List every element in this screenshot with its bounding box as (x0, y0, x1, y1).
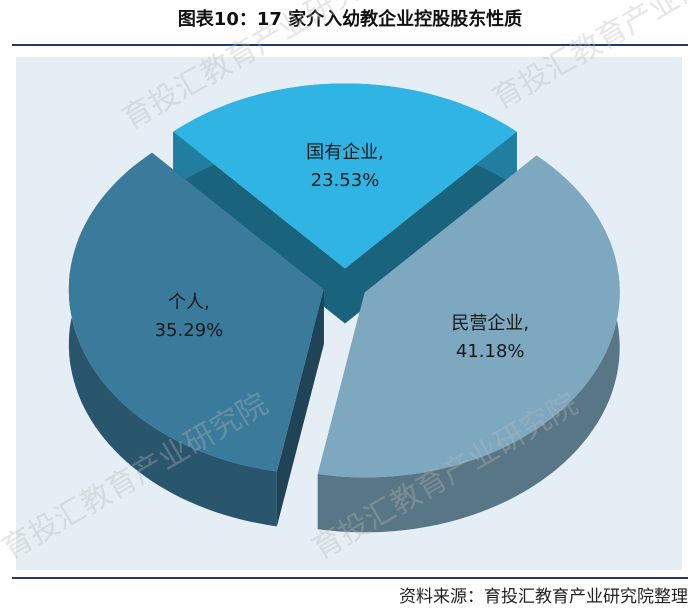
source-note: 资料来源：育投汇教育产业研究院整理 (399, 587, 688, 607)
chart-title: 图表10：17 家介入幼教企业控股股东性质 (178, 8, 522, 30)
slice-side (68, 152, 277, 527)
slice (317, 155, 620, 478)
slice (173, 83, 517, 269)
data-label: 个人, 35.29% (154, 292, 224, 342)
slice-side (276, 289, 324, 527)
slice-side (317, 155, 620, 533)
data-label: 国有企业, 23.53% (306, 141, 384, 191)
slice (68, 152, 324, 472)
pie (68, 83, 620, 533)
data-label: 民营企业, 41.18% (451, 312, 530, 362)
